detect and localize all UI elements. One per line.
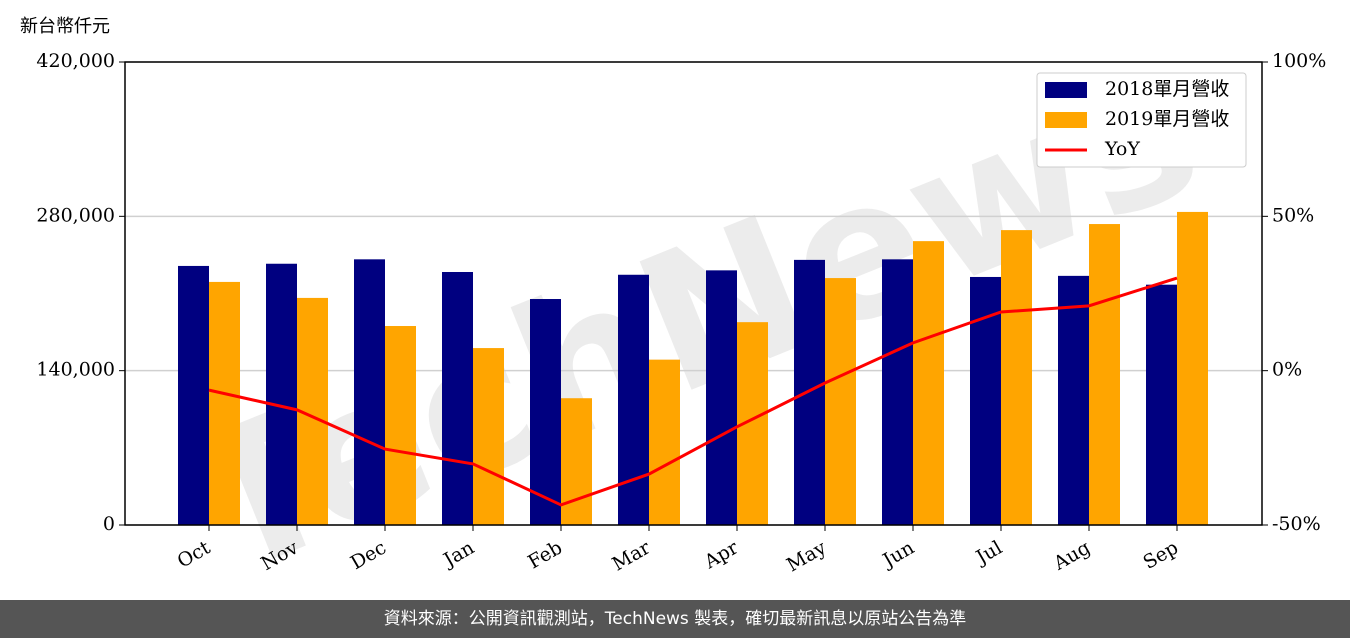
legend-label: 2018單月營收 [1105, 78, 1229, 100]
bar [178, 265, 209, 525]
bar [706, 270, 737, 525]
bar [530, 299, 561, 525]
x-tick-label: May [783, 536, 830, 576]
bar [209, 281, 240, 525]
legend-box [1036, 72, 1247, 168]
y2-tick-label: 0% [1272, 359, 1302, 381]
x-tick-label: Jan [438, 537, 478, 573]
bar [385, 326, 416, 525]
bar [825, 278, 856, 525]
legend-swatch [1045, 112, 1087, 128]
y-tick-label: 420,000 [36, 50, 115, 72]
x-tick-label: Feb [524, 537, 566, 574]
bar [1146, 284, 1177, 525]
y-tick-label: 0 [103, 513, 115, 535]
y-axis-unit: 新台幣仟元 [20, 16, 110, 37]
x-tick-label: Jul [971, 537, 1006, 570]
bar [618, 274, 649, 525]
x-tick-label: Apr [700, 536, 743, 573]
x-tick-label: Aug [1049, 537, 1094, 576]
legend-label: YoY [1104, 138, 1140, 160]
bar [794, 259, 825, 525]
footer-text: 資料來源：公開資訊觀測站，TechNews 製表，確切最新訊息以原站公告為準 [384, 609, 966, 629]
bar [882, 259, 913, 525]
y2-tick-label: -50% [1272, 513, 1321, 535]
footer-bar [0, 600, 1350, 638]
y-tick-label: 140,000 [36, 359, 115, 381]
bar [1089, 224, 1120, 526]
bar [266, 263, 297, 525]
bar [1058, 275, 1089, 525]
x-tick-label: Oct [174, 536, 215, 572]
line [208, 276, 1178, 507]
bar [913, 241, 944, 525]
legend-swatch [1045, 82, 1087, 98]
legend-label: 2019單月營收 [1105, 108, 1229, 130]
x-tick-label: Sep [1139, 537, 1182, 574]
bar [649, 359, 680, 525]
x-tick-label: Jun [877, 537, 918, 573]
bar [354, 259, 385, 525]
x-tick-label: Mar [608, 536, 654, 575]
y2-tick-label: 50% [1272, 204, 1314, 226]
bar [1177, 211, 1208, 525]
bar [442, 272, 473, 525]
y-tick-label: 280,000 [36, 204, 115, 226]
bar [1001, 230, 1032, 525]
y2-tick-label: 100% [1272, 50, 1326, 72]
plot-frame [124, 61, 1263, 526]
bar [561, 398, 592, 525]
bar [473, 348, 504, 525]
